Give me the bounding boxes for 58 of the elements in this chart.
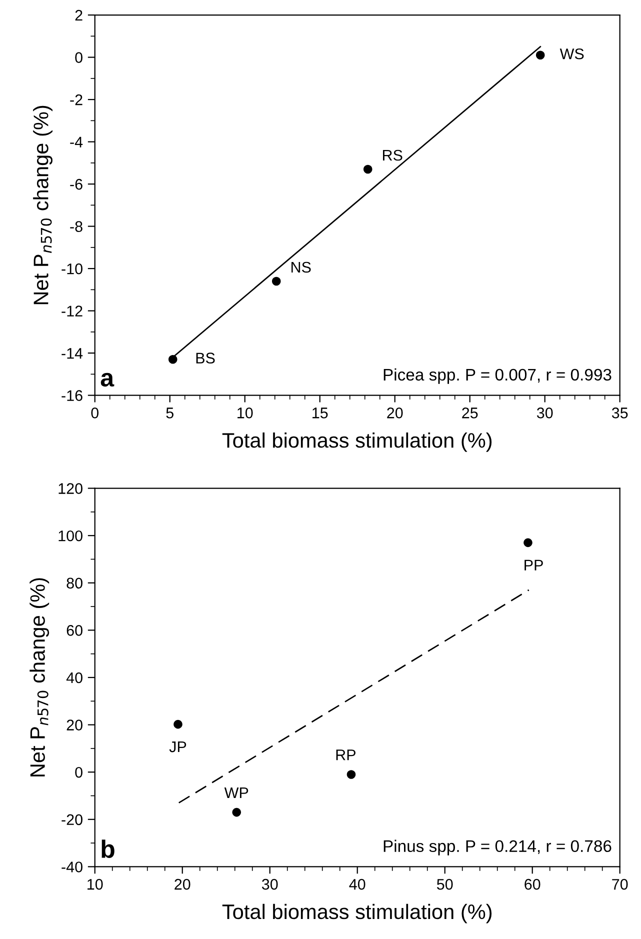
x-axis-title: Total biomass stimulation (%) (222, 432, 492, 452)
y-tick-label: -14 (62, 348, 83, 359)
y-tick-label: -8 (70, 221, 82, 232)
y-tick-label: -16 (62, 390, 82, 402)
y-tick-label: -4 (70, 136, 83, 148)
point (272, 276, 281, 286)
annotation: WS (560, 48, 584, 60)
annotation: b (102, 840, 114, 858)
annotation: BS (196, 352, 215, 364)
point (174, 720, 182, 729)
annotation: RP (336, 750, 356, 760)
annotation: a (100, 372, 114, 387)
x-tick-label: 5 (166, 408, 174, 418)
annotation: JP (169, 742, 186, 752)
x-tick-label: 30 (536, 408, 553, 418)
x-tick-label: 25 (462, 408, 478, 418)
annotation: PP (524, 560, 543, 570)
y-tick-label: 20 (66, 720, 82, 730)
x-tick-label: 20 (387, 408, 403, 418)
y-tick-label: 60 (66, 625, 82, 636)
y-tick-label: -2 (70, 94, 82, 106)
y-tick-label: 2 (75, 10, 82, 21)
annotation: Pinus spp. P = 0.214, r = 0.786 (384, 840, 612, 856)
point (346, 770, 356, 779)
x-tick-label: 30 (262, 878, 278, 890)
y-tick-label: 100 (58, 530, 82, 542)
x-tick-label: 40 (349, 878, 366, 890)
x-tick-label: 10 (88, 878, 103, 890)
annotation: Picea spp. P = 0.007, r = 0.993 (384, 368, 612, 384)
y-axis-title: Net P$_{n570}$ change (%) (33, 106, 52, 304)
y-tick-label: 40 (66, 672, 82, 684)
point (536, 50, 545, 60)
y-tick-label: 0 (75, 52, 82, 63)
x-tick-label: 50 (436, 878, 453, 890)
point (524, 538, 532, 548)
y-tick-label: 0 (75, 766, 82, 778)
point (363, 164, 372, 174)
annotation: RS (383, 150, 402, 161)
y-axis-title: Net P$_{n570}$ change (%) (30, 578, 50, 776)
y-tick-label: -12 (62, 306, 82, 316)
x-tick-label: 20 (174, 878, 190, 890)
point (168, 355, 178, 364)
y-tick-label: 80 (66, 578, 82, 589)
point (232, 808, 242, 817)
x-tick-label: 10 (238, 408, 253, 418)
y-tick-label: -6 (70, 178, 82, 190)
y-tick-label: -20 (62, 814, 82, 826)
x-tick-label: 70 (612, 878, 628, 890)
x-tick-label: 60 (524, 878, 540, 890)
x-tick-label: 15 (312, 408, 328, 418)
x-tick-label: 0 (91, 408, 99, 418)
x-axis-title: Total biomass stimulation (%) (222, 904, 492, 924)
x-tick-label: 35 (612, 408, 628, 418)
y-tick-label: -40 (62, 862, 82, 872)
annotation: NS (292, 262, 311, 273)
y-tick-label: -10 (62, 263, 82, 274)
annotation: WP (224, 788, 248, 798)
y-tick-label: 120 (58, 483, 82, 494)
